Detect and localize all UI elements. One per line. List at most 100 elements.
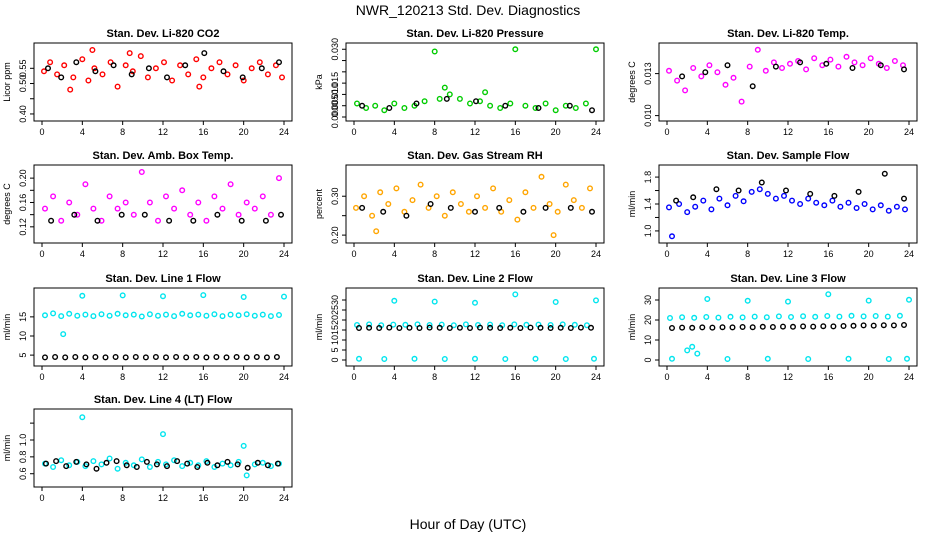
x-tick-label: 4: [392, 249, 397, 259]
data-point: [482, 89, 489, 96]
data-point: [896, 312, 903, 319]
data-point: [179, 463, 186, 470]
data-point: [487, 321, 494, 328]
x-tick-label: 20: [239, 127, 249, 137]
panel-title: Stan. Dev. Li-820 Pressure: [406, 28, 543, 40]
data-point: [867, 55, 874, 62]
data-point: [234, 461, 241, 468]
data-point: [467, 100, 474, 107]
data-point: [744, 297, 751, 304]
data-point: [570, 197, 577, 204]
data-point: [182, 62, 189, 69]
data-point: [790, 323, 797, 330]
data-point: [589, 107, 596, 114]
x-tick-label: 20: [551, 127, 561, 137]
data-point: [85, 77, 92, 84]
data-point: [807, 190, 814, 197]
data-point: [137, 53, 144, 60]
data-point: [567, 325, 574, 332]
data-point: [738, 98, 745, 105]
data-point: [426, 324, 433, 331]
plot-frame: [33, 164, 293, 244]
data-point: [840, 323, 847, 330]
data-point: [837, 203, 844, 210]
data-point: [58, 217, 65, 224]
data-point: [214, 462, 221, 469]
data-point: [259, 459, 266, 466]
data-point: [123, 462, 130, 469]
data-point: [130, 211, 137, 218]
data-point: [256, 59, 263, 66]
series-1: [353, 173, 594, 239]
data-point: [373, 228, 380, 235]
data-point: [831, 192, 838, 199]
data-point: [772, 195, 779, 202]
x-tick-label: 20: [864, 249, 874, 259]
data-point: [264, 462, 271, 469]
data-point: [102, 354, 109, 361]
data-point: [865, 297, 872, 304]
data-point: [200, 292, 207, 299]
data-point: [884, 313, 891, 320]
y-tick-label: 25: [330, 305, 340, 315]
data-point: [159, 293, 166, 300]
data-point: [153, 461, 160, 468]
data-point: [769, 324, 776, 331]
data-point: [805, 356, 812, 363]
chart-panel-8: Stan. Dev. Line 2 Flow ml/min 0 4 8 12 16 20 24 0…: [314, 273, 605, 382]
data-point: [666, 204, 673, 211]
data-point: [43, 460, 50, 467]
data-point: [730, 74, 737, 81]
plot-frame: [658, 42, 918, 122]
series-1: [666, 186, 909, 240]
data-point: [267, 463, 274, 470]
data-point: [522, 189, 529, 196]
data-point: [532, 104, 539, 111]
data-point: [267, 211, 274, 218]
data-point: [855, 188, 862, 195]
data-point: [829, 197, 836, 204]
data-point: [98, 461, 105, 468]
data-point: [200, 74, 207, 81]
data-point: [281, 293, 288, 300]
data-point: [82, 311, 89, 318]
data-point: [780, 323, 787, 330]
data-point: [91, 65, 98, 72]
data-point: [719, 324, 726, 331]
data-point: [276, 312, 283, 319]
data-point: [113, 458, 120, 465]
data-point: [690, 194, 697, 201]
data-point: [73, 458, 80, 465]
data-point: [756, 186, 763, 193]
data-point: [497, 325, 504, 332]
data-point: [825, 291, 832, 298]
data-point: [187, 459, 194, 466]
data-point: [566, 102, 573, 109]
data-point: [273, 354, 280, 361]
data-point: [184, 460, 191, 467]
plot-frame: [345, 42, 605, 122]
data-point: [63, 463, 70, 470]
data-point: [704, 296, 711, 303]
data-point: [703, 314, 710, 321]
data-point: [219, 313, 226, 320]
data-point: [171, 313, 178, 320]
data-point: [381, 107, 388, 114]
data-point: [872, 313, 879, 320]
data-point: [58, 74, 65, 81]
data-point: [112, 354, 119, 361]
data-point: [110, 62, 117, 69]
data-point: [779, 64, 786, 71]
data-point: [749, 83, 756, 90]
data-point: [79, 414, 86, 421]
data-point: [679, 324, 686, 331]
y-tick-label: 30: [330, 295, 340, 305]
data-point: [465, 208, 472, 215]
chart-panel-7: Stan. Dev. Line 1 Flow ml/min 0 4 8 12 16 20 24 5…: [2, 273, 293, 382]
data-point: [682, 87, 689, 94]
data-point: [562, 356, 569, 363]
data-point: [73, 59, 80, 66]
data-point: [119, 292, 126, 299]
data-point: [219, 460, 226, 467]
chart-panel-1: Stan. Dev. Li-820 CO2 Licor ppm 0 4 8 12 16 20 2…: [2, 28, 293, 137]
